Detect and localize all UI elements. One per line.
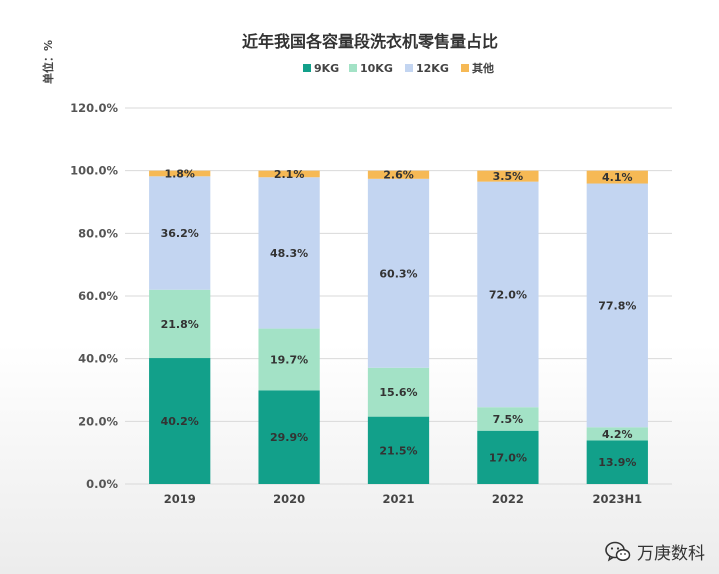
y-tick-label: 100.0% <box>70 164 118 178</box>
data-labels: 40.2% 21.8% 36.2% 1.8% 29.9% 19.7% 48.3% 2.1% 21… <box>161 167 637 469</box>
bar-segment <box>586 170 648 184</box>
bar-segment <box>258 170 320 178</box>
data-label: 17.0% <box>489 451 527 464</box>
bar-segment <box>149 358 211 484</box>
data-label: 40.2% <box>161 415 199 428</box>
bar-segment <box>258 328 320 391</box>
x-tick-label: 2023H1 <box>592 492 642 506</box>
data-label: 36.2% <box>161 227 199 240</box>
legend-swatch-1 <box>349 64 357 72</box>
bar-segment <box>149 176 211 290</box>
y-tick-label: 120.0% <box>70 101 118 115</box>
bar-segment <box>258 177 320 329</box>
bar-segment <box>586 440 648 484</box>
data-label: 15.6% <box>379 386 417 399</box>
data-label: 21.5% <box>379 444 417 457</box>
x-tick-label: 2021 <box>382 492 414 506</box>
data-label: 48.3% <box>270 247 308 260</box>
bar-segment <box>367 367 430 417</box>
data-label: 77.8% <box>598 299 636 312</box>
bar-segment <box>477 407 539 431</box>
bar-segment <box>367 416 430 484</box>
legend-label-1: 10KG <box>360 62 393 75</box>
legend-swatch-3 <box>461 64 469 72</box>
bars <box>149 170 648 484</box>
y-tick-label: 20.0% <box>78 414 118 428</box>
y-tick-label: 80.0% <box>78 226 118 240</box>
data-label: 1.8% <box>164 167 195 180</box>
y-tick-label: 0.0% <box>86 477 118 491</box>
watermark: 万庚数科 <box>605 539 705 564</box>
data-label: 13.9% <box>598 456 636 469</box>
bar-segment <box>367 178 430 368</box>
bar-segment <box>149 170 211 177</box>
bar-segment <box>149 289 211 359</box>
data-label: 29.9% <box>270 431 308 444</box>
data-label: 4.2% <box>602 428 633 441</box>
bar-segment <box>367 170 430 179</box>
data-label: 7.5% <box>493 413 524 426</box>
y-axis-ticks: 0.0% 20.0% 40.0% 60.0% 80.0% 100.0% 120.0% <box>70 101 118 491</box>
unit-label: 单位：% <box>41 40 55 84</box>
chart-title: 近年我国各容量段洗衣机零售量占比 <box>242 32 498 51</box>
x-tick-label: 2019 <box>164 492 196 506</box>
legend-label-3: 其他 <box>472 61 494 75</box>
bar-segment <box>477 170 539 182</box>
bar-segment <box>477 181 539 408</box>
data-label: 21.8% <box>161 318 199 331</box>
bar-segment <box>586 183 648 428</box>
y-tick-label: 60.0% <box>78 289 118 303</box>
data-label: 19.7% <box>270 353 308 366</box>
legend: 9KG 10KG 12KG 其他 <box>303 61 494 75</box>
watermark-text: 万庚数科 <box>637 544 705 564</box>
x-tick-label: 2020 <box>273 492 305 506</box>
legend-swatch-0 <box>303 64 311 72</box>
x-axis-ticks: 2019 2020 2021 2022 2023H1 <box>164 492 642 506</box>
data-label: 60.3% <box>379 267 417 280</box>
data-label: 3.5% <box>493 170 524 183</box>
legend-label-2: 12KG <box>416 62 449 75</box>
wechat-icon <box>605 541 631 562</box>
legend-label-0: 9KG <box>314 62 339 75</box>
data-label: 72.0% <box>489 288 527 301</box>
bar-segment <box>258 390 320 484</box>
data-label: 2.1% <box>274 168 305 181</box>
bar-segment <box>586 427 648 441</box>
x-tick-label: 2022 <box>492 492 524 506</box>
bar-segment <box>477 430 539 484</box>
y-tick-label: 40.0% <box>78 352 118 366</box>
legend-swatch-2 <box>405 64 413 72</box>
data-label: 4.1% <box>602 171 633 184</box>
data-label: 2.6% <box>383 169 414 182</box>
